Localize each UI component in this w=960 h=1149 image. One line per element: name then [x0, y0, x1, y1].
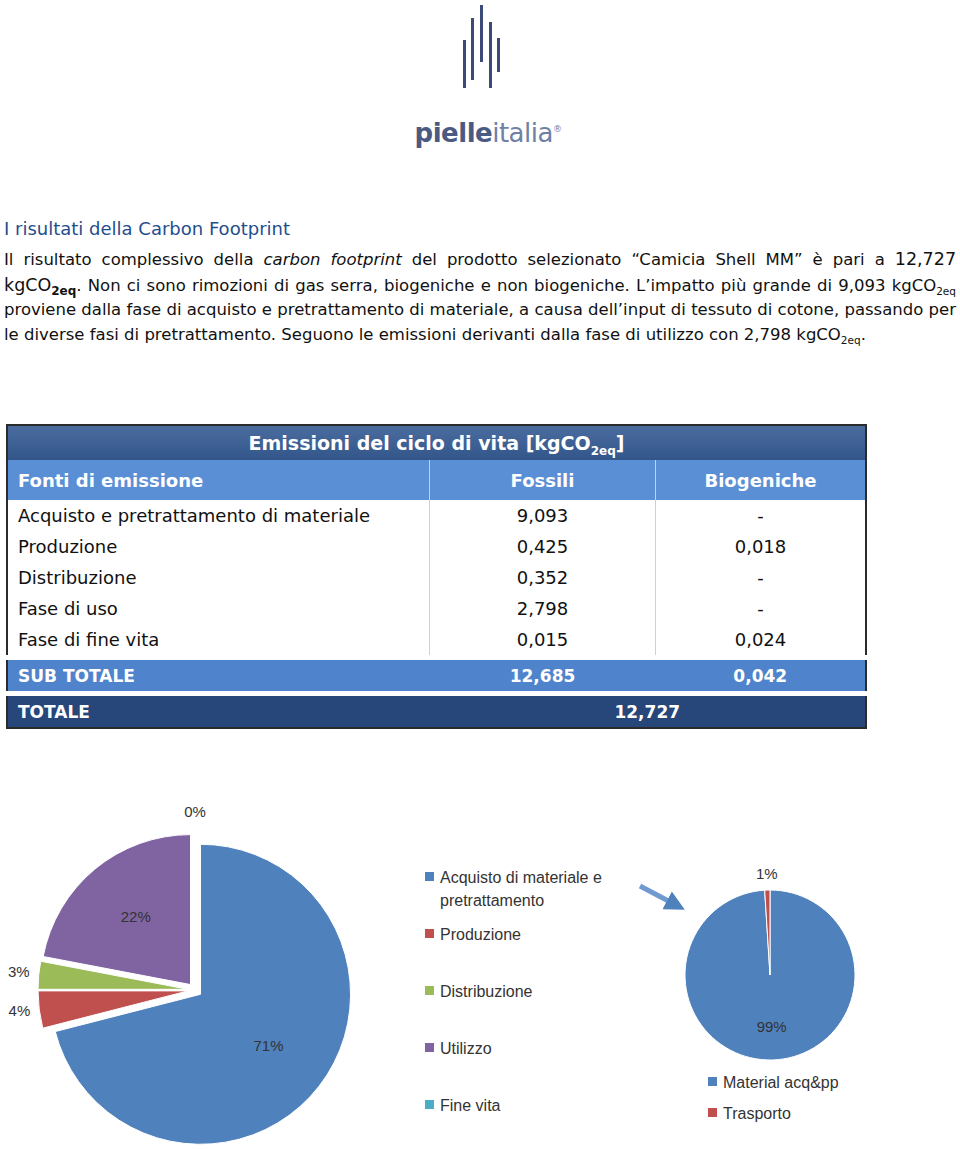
svg-text:1%: 1% [756, 865, 778, 882]
html-text:I risultati della Carbon Footp: I risultati della Carbon Footprint [4, 218, 290, 239]
html-text:Fase di fine vita: Fase di fine vita [18, 629, 160, 650]
html-text:Produzione: Produzione [18, 536, 118, 557]
html-text:SUB TOTALE: SUB TOTALE [18, 665, 135, 686]
html-text:Fonti di emissione: Fonti di emissione [18, 469, 204, 491]
html-text:Fase di uso: Fase di uso [18, 598, 118, 619]
svg-text:99%: 99% [757, 1018, 787, 1035]
html-text:Il risultato complessivo della: Il risultato complessivo della carbon fo… [4, 249, 956, 298]
html-text:Trasporto: Trasporto [723, 1105, 791, 1122]
html-text:pielle italia: pielle italia [414, 118, 553, 148]
svg-text:71%: 71% [253, 1037, 283, 1054]
html-text:Fine vita: Fine vita [440, 1097, 501, 1114]
html-text:Produzione: Produzione [440, 926, 521, 943]
html-text:2,798: 2,798 [516, 598, 569, 619]
html-text:0,425: 0,425 [516, 536, 569, 557]
html-text:Emissioni del ciclo di vita [k: Emissioni del ciclo di vita [kgCO2eq] [248, 432, 625, 458]
html-text:0,042: 0,042 [733, 665, 788, 686]
svg-text:4%: 4% [9, 1002, 31, 1019]
html-text:0,018: 0,018 [734, 536, 787, 557]
html-text:0,015: 0,015 [516, 629, 569, 650]
html-text:Biogeniche: Biogeniche [704, 469, 817, 491]
html-text:Distribuzione: Distribuzione [18, 567, 137, 588]
html-text:0,352: 0,352 [516, 567, 569, 588]
html-text:Fossili: Fossili [510, 469, 575, 491]
html-text:Distribuzione: Distribuzione [440, 983, 533, 1000]
html-text:Utilizzo: Utilizzo [440, 1040, 492, 1057]
html-text:proviene dalla fase di acquist: proviene dalla fase di acquisto e pretra… [4, 300, 956, 346]
html-text:0,024: 0,024 [734, 629, 787, 650]
svg-text:0%: 0% [184, 803, 206, 820]
html-text:TOTALE: TOTALE [18, 701, 90, 722]
html-text:Material acq&pp: Material acq&pp [723, 1074, 839, 1091]
html-text:12,685: 12,685 [509, 665, 576, 686]
svg-text:3%: 3% [8, 963, 30, 980]
html-text:9,093: 9,093 [516, 505, 569, 526]
html-text:Acquisto di materiale e pretra: Acquisto di materiale e pretrattamento [440, 869, 602, 909]
html-text:Acquisto e pretrattamento di m: Acquisto e pretrattamento di materiale [18, 505, 370, 526]
html-text:12,727: 12,727 [614, 701, 680, 722]
svg-text:22%: 22% [121, 908, 151, 925]
